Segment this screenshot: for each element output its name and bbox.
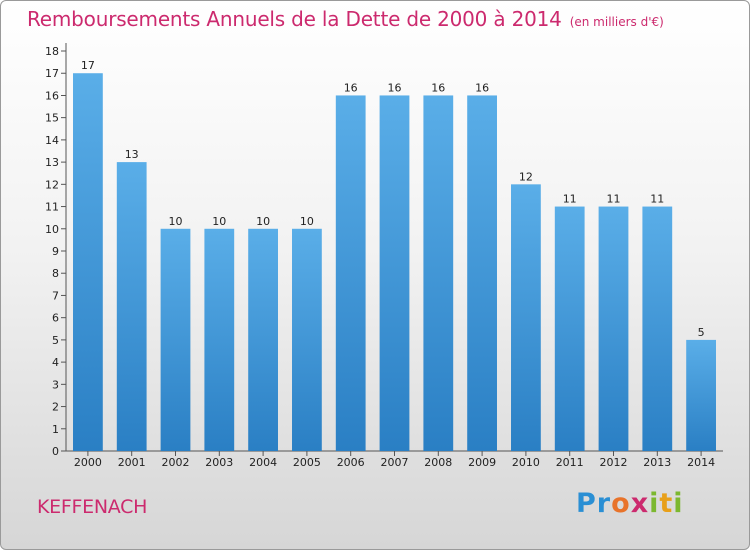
value-label: 13 [125,148,139,161]
x-tick-label: 2006 [337,456,365,469]
bar-2006 [335,95,366,451]
bar-2011 [554,206,585,451]
logo-letter: i [673,488,684,519]
y-tick-label: 4 [52,356,59,369]
value-label: 16 [344,81,358,94]
value-label: 5 [698,326,705,339]
logo-letter: P [576,488,597,519]
bar-2010 [511,184,541,452]
value-label: 11 [607,193,621,206]
value-label: 10 [169,215,183,228]
x-tick-label: 2000 [74,456,102,469]
x-tick-label: 2012 [600,456,628,469]
bar-2001 [116,162,147,451]
y-tick-label: 2 [52,401,59,414]
y-tick-label: 5 [52,334,59,347]
bar-2004 [248,228,278,451]
x-tick-label: 2013 [643,456,671,469]
logo-letter: i [649,488,660,519]
bar-2003 [204,228,235,451]
x-tick-label: 2004 [249,456,277,469]
x-tick-label: 2008 [424,456,452,469]
y-tick-label: 3 [52,378,59,391]
y-tick-label: 6 [52,312,59,325]
proxiti-logo: Proxiti [576,488,684,519]
bar-2014 [686,339,716,451]
y-tick-label: 1 [52,423,59,436]
y-tick-label: 15 [45,112,59,125]
value-label: 16 [388,81,402,94]
value-label: 17 [81,59,95,72]
value-label: 10 [300,215,314,228]
y-tick-label: 14 [45,134,59,147]
logo-letter: r [596,488,612,519]
bar-2013 [642,206,673,451]
x-tick-label: 2009 [468,456,496,469]
bar-2012 [598,206,629,451]
y-tick-label: 8 [52,267,59,280]
y-tick-label: 9 [52,245,59,258]
x-tick-label: 2002 [162,456,190,469]
bar-2008 [423,95,454,451]
value-label: 10 [256,215,270,228]
y-tick-label: 7 [52,289,59,302]
y-tick-label: 13 [45,156,59,169]
commune-name: KEFFENACH [37,496,148,518]
logo-letter: t [659,488,674,519]
x-tick-label: 2011 [556,456,584,469]
chart-title: Remboursements Annuels de la Dette de 20… [27,7,664,31]
y-tick-label: 10 [45,223,59,236]
y-tick-label: 16 [45,89,59,102]
bar-2007 [379,95,410,451]
logo-letter: x [630,488,650,519]
x-tick-label: 2014 [687,456,715,469]
value-label: 11 [650,193,664,206]
y-tick-label: 11 [45,201,59,214]
unit-text: (en milliers d'€) [569,15,664,29]
x-tick-label: 2007 [381,456,409,469]
y-tick-label: 12 [45,178,59,191]
title-text: Remboursements Annuels de la Dette de 20… [27,7,562,31]
x-tick-label: 2001 [118,456,146,469]
x-tick-label: 2003 [205,456,233,469]
bar-2009 [467,95,497,451]
x-tick-label: 2010 [512,456,540,469]
y-tick-label: 18 [45,45,59,58]
bar-2002 [160,228,191,451]
y-tick-label: 17 [45,67,59,80]
logo-letter: o [611,488,631,519]
value-label: 16 [475,81,489,94]
value-label: 10 [212,215,226,228]
value-label: 12 [519,170,533,183]
x-tick-label: 2005 [293,456,321,469]
bar-2000 [73,73,103,451]
value-label: 16 [431,81,445,94]
value-label: 11 [563,193,577,206]
bar-2005 [292,228,322,451]
y-tick-label: 0 [52,445,59,458]
